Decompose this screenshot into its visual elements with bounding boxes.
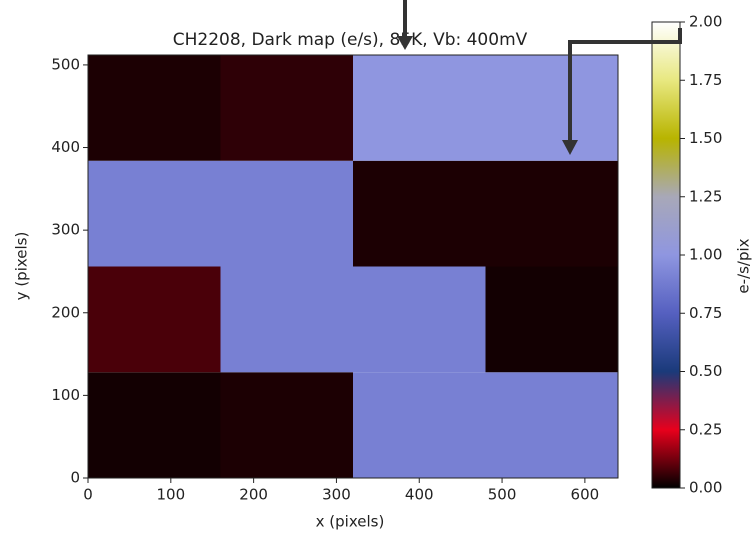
arrow-head [397,36,413,50]
x-tick-label: 600 [571,486,600,504]
x-tick-label: 0 [83,486,93,504]
annotation-arrows [403,0,682,142]
colorbar-tick-label: 0.50 [689,362,722,380]
colorbar-tick-label: 1.75 [689,71,722,89]
colorbar-tick-label: 1.00 [689,246,722,264]
colorbar-tick-label: 0.75 [689,304,722,322]
y-tick-label: 200 [51,303,80,321]
chart-title: CH2208, Dark map (e/s), 85K, Vb: 400mV [173,30,528,50]
y-axis-label: y (pixels) [13,232,31,301]
heatmap-cell [88,266,221,373]
heatmap-cell [220,266,353,373]
x-tick-label: 500 [488,486,517,504]
heatmap-cell [353,266,486,373]
heatmap-cell [485,55,618,161]
x-tick-label: 300 [322,486,351,504]
colorbar-tick-label: 0.00 [689,479,722,497]
colorbar-label: e-/s/pix [735,238,753,293]
heatmap-cell [88,55,221,161]
heatmap-cell [220,372,353,478]
x-axis-label: x (pixels) [316,513,385,531]
heatmap-cell [485,372,618,478]
colorbar-tick-label: 1.25 [689,187,722,205]
x-tick-label: 200 [239,486,268,504]
heatmap-cell [353,160,486,267]
heatmap-cell [220,160,353,267]
x-tick-label: 100 [156,486,185,504]
heatmap-cell [485,266,618,373]
heatmap-cell [485,160,618,267]
heatmap-cell [88,160,221,267]
heatmap-cell [353,372,486,478]
colorbar [651,21,681,489]
colorbar-tick-label: 2.00 [689,13,722,31]
arrow [568,28,682,142]
y-tick-label: 300 [51,221,80,239]
colorbar-tick-label: 1.50 [689,129,722,147]
y-tick-label: 400 [51,138,80,156]
heatmap-cell [353,55,486,161]
y-tick-label: 0 [70,469,80,487]
y-tick-label: 500 [51,55,80,73]
x-tick-label: 400 [405,486,434,504]
heatmap-cell [220,55,353,161]
colorbar-tick-label: 0.25 [689,420,722,438]
arrow-head [562,140,578,155]
plot-frame [87,54,619,479]
heatmap-cell [88,372,221,478]
y-tick-label: 100 [51,386,80,404]
